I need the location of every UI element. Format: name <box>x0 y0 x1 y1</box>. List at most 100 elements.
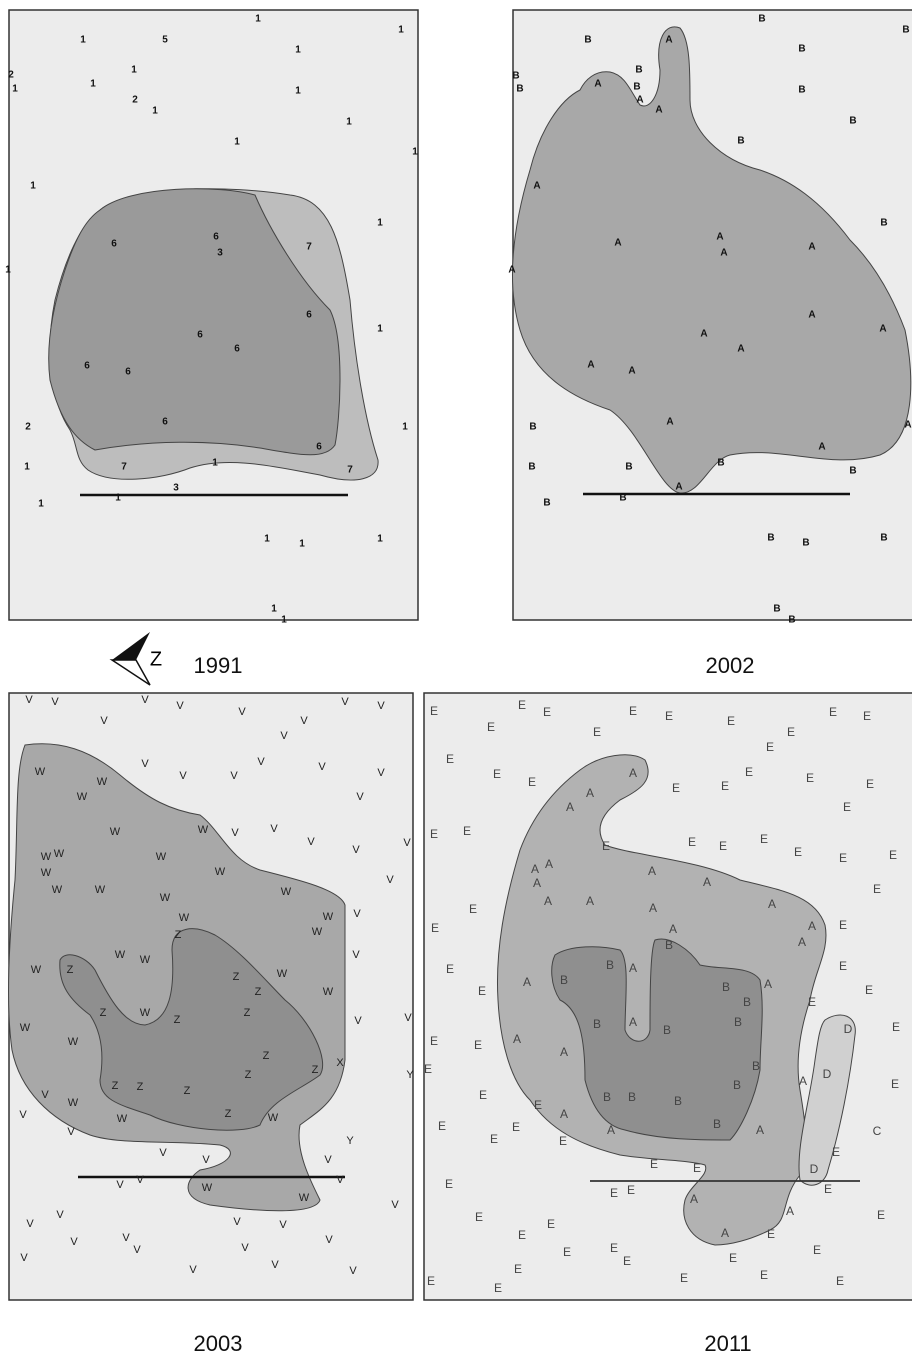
plot-label: B <box>633 82 640 93</box>
plot-label: A <box>614 238 621 249</box>
plot-label: V <box>136 1174 144 1186</box>
plot-label: A <box>737 344 744 355</box>
plot-label: E <box>490 1132 498 1146</box>
zone-6 <box>48 188 341 456</box>
plot-label: A <box>768 897 776 911</box>
plot-label: E <box>430 827 438 841</box>
plot-label: E <box>446 752 454 766</box>
plot-label: V <box>233 1216 241 1228</box>
plot-label: E <box>475 1210 483 1224</box>
plot-label: E <box>839 918 847 932</box>
plot-label: E <box>760 1268 768 1282</box>
plot-label: V <box>56 1209 64 1221</box>
plot-label: A <box>531 862 539 876</box>
plot-label: Z <box>225 1108 232 1120</box>
plot-label: A <box>669 922 677 936</box>
plot-label: V <box>122 1232 130 1244</box>
plot-label: A <box>566 800 574 814</box>
plot-label: W <box>20 1022 31 1034</box>
plot-label: E <box>794 845 802 859</box>
plot-label: D <box>810 1162 819 1176</box>
plot-label: E <box>610 1241 618 1255</box>
plot-label: B <box>593 1017 601 1031</box>
plot-label: E <box>563 1245 571 1259</box>
plot-label: W <box>323 986 334 998</box>
plot-label: B <box>560 973 568 987</box>
plot-label: B <box>802 538 809 549</box>
plot-label: B <box>767 533 774 544</box>
plot-label: W <box>68 1036 79 1048</box>
plot-label: V <box>230 770 238 782</box>
plot-label: E <box>534 1098 542 1112</box>
plot-label: E <box>424 1062 432 1076</box>
plot-label: 1 <box>346 117 352 128</box>
plot-label: 1 <box>402 422 408 433</box>
plot-label: A <box>700 329 707 340</box>
plot-label: B <box>752 1059 760 1073</box>
plot-label: 2 <box>25 422 31 433</box>
plot-label: Z <box>100 1007 107 1019</box>
plot-label: V <box>300 715 308 727</box>
plot-label: W <box>31 964 42 976</box>
plot-label: W <box>95 884 106 896</box>
plot-label: W <box>160 892 171 904</box>
plot-label: E <box>672 781 680 795</box>
plot-label: V <box>356 791 364 803</box>
plot-label: 7 <box>121 462 127 473</box>
plot-label: W <box>277 968 288 980</box>
plot-label: B <box>743 995 751 1009</box>
plot-label: V <box>26 1218 34 1230</box>
plot-label: A <box>513 1032 521 1046</box>
plot-label: V <box>189 1264 197 1276</box>
plot-label: V <box>391 1199 399 1211</box>
plot-label: B <box>737 136 744 147</box>
plot-label: E <box>727 714 735 728</box>
plot-label: A <box>649 901 657 915</box>
plot-label: A <box>818 442 825 453</box>
plot-label: D <box>844 1022 853 1036</box>
plot-label: V <box>67 1126 75 1138</box>
plot-label: E <box>688 835 696 849</box>
plot-label: B <box>606 958 614 972</box>
plot-label: E <box>865 983 873 997</box>
plot-label: B <box>628 1090 636 1104</box>
plot-label: E <box>438 1119 446 1133</box>
plot-label: V <box>257 756 265 768</box>
plot-label: E <box>547 1217 555 1231</box>
plot-label: V <box>324 1154 332 1166</box>
plot-label: W <box>115 949 126 961</box>
plot-label: W <box>35 766 46 778</box>
plot-label: V <box>100 715 108 727</box>
plot-label: V <box>318 761 326 773</box>
plot-label: V <box>307 836 315 848</box>
plot-label: A <box>798 935 806 949</box>
plot-label: 1 <box>377 534 383 545</box>
plot-label: W <box>117 1113 128 1125</box>
plot-label: B <box>543 498 550 509</box>
plot-label: W <box>198 824 209 836</box>
plot-label: E <box>629 704 637 718</box>
plot-label: E <box>427 1274 435 1288</box>
plot-label: E <box>446 962 454 976</box>
plot-label: B <box>788 615 795 626</box>
plot-label: 1 <box>30 181 36 192</box>
plot-label: V <box>25 694 33 706</box>
plot-label: Z <box>255 986 262 998</box>
plot-label: A <box>508 265 515 276</box>
plot-label: B <box>635 65 642 76</box>
plot-label: 1 <box>295 86 301 97</box>
plot-label: W <box>281 886 292 898</box>
plot-label: E <box>760 832 768 846</box>
plot-label: V <box>386 874 394 886</box>
plot-label: W <box>97 776 108 788</box>
plot-label: V <box>179 770 187 782</box>
plot-label: V <box>280 730 288 742</box>
plot-label: Z <box>263 1050 270 1062</box>
plot-label: Z <box>233 971 240 983</box>
plot-label: B <box>798 85 805 96</box>
plot-label: E <box>543 705 551 719</box>
plot-label: W <box>299 1192 310 1204</box>
arrow-light <box>109 659 151 686</box>
plot-label: 6 <box>316 442 322 453</box>
